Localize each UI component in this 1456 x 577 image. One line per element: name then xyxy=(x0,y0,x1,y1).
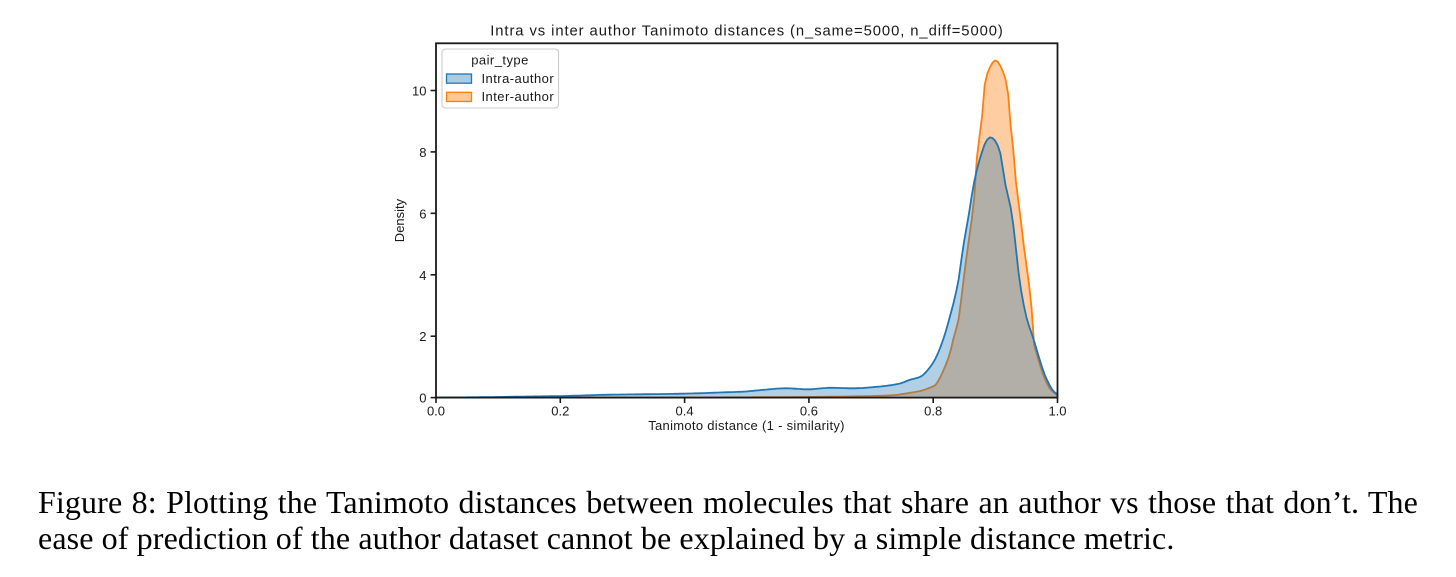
svg-text:0.8: 0.8 xyxy=(924,403,942,418)
svg-text:Density: Density xyxy=(392,198,407,242)
svg-text:4: 4 xyxy=(419,268,426,283)
svg-text:Intra vs inter author Tanimoto: Intra vs inter author Tanimoto distances… xyxy=(490,24,1004,40)
svg-text:2: 2 xyxy=(419,329,426,344)
svg-text:Intra-author: Intra-author xyxy=(482,71,555,86)
svg-text:1.0: 1.0 xyxy=(1048,403,1066,418)
svg-text:6: 6 xyxy=(419,206,426,221)
svg-text:0.6: 0.6 xyxy=(800,403,818,418)
svg-text:0: 0 xyxy=(419,391,426,406)
svg-text:10: 10 xyxy=(412,84,426,99)
svg-text:Tanimoto distance (1 - similar: Tanimoto distance (1 - similarity) xyxy=(648,418,845,433)
svg-text:0.4: 0.4 xyxy=(676,403,694,418)
svg-text:Inter-author: Inter-author xyxy=(482,89,555,104)
svg-text:0.0: 0.0 xyxy=(427,403,445,418)
svg-text:0.2: 0.2 xyxy=(551,403,569,418)
svg-text:8: 8 xyxy=(419,145,426,160)
svg-text:pair_type: pair_type xyxy=(471,52,529,67)
